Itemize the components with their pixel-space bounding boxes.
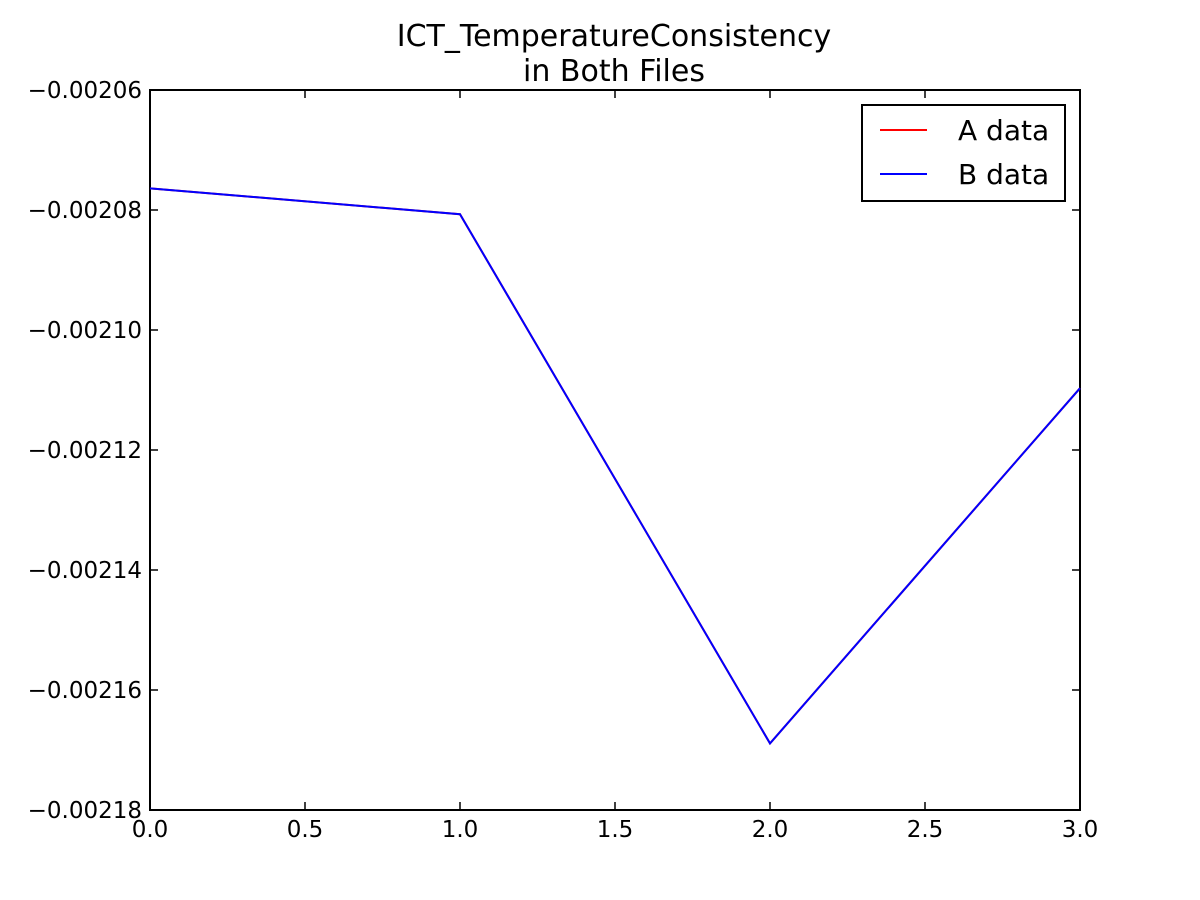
x-tick-label: 1.0: [442, 817, 479, 843]
series-line-a-data: [149, 187, 1081, 746]
x-tick-label: 2.0: [752, 817, 789, 843]
axis-ticks: 0.0 0.5 1.0 1.5 2.0 2.5 3.0 −0.00206 −0.00208 −0.…: [28, 78, 1099, 843]
x-tick-label: 2.5: [907, 817, 944, 843]
series-line-b-data: [149, 187, 1081, 746]
y-tick-label: −0.00216: [28, 678, 142, 704]
legend-label: A data: [958, 114, 1049, 147]
legend-label: B data: [958, 158, 1049, 191]
chart-subtitle: in Both Files: [523, 54, 705, 89]
x-tick-label: 0.5: [287, 817, 324, 843]
legend-box: [861, 104, 1066, 202]
y-tick-label: −0.00206: [28, 78, 142, 104]
x-tick-label: 3.0: [1062, 817, 1099, 843]
legend: A data B data: [861, 104, 1066, 202]
y-tick-label: −0.00214: [28, 558, 142, 584]
y-tick-label: −0.00210: [28, 318, 142, 344]
y-tick-label: −0.00218: [28, 798, 142, 824]
series-lines: [149, 187, 1081, 746]
x-tick-label: 0.0: [132, 817, 169, 843]
chart-title: ICT_TemperatureConsistency: [397, 19, 832, 54]
x-tick-label: 1.5: [597, 817, 634, 843]
y-tick-label: −0.00208: [28, 198, 142, 224]
y-tick-label: −0.00212: [28, 438, 142, 464]
